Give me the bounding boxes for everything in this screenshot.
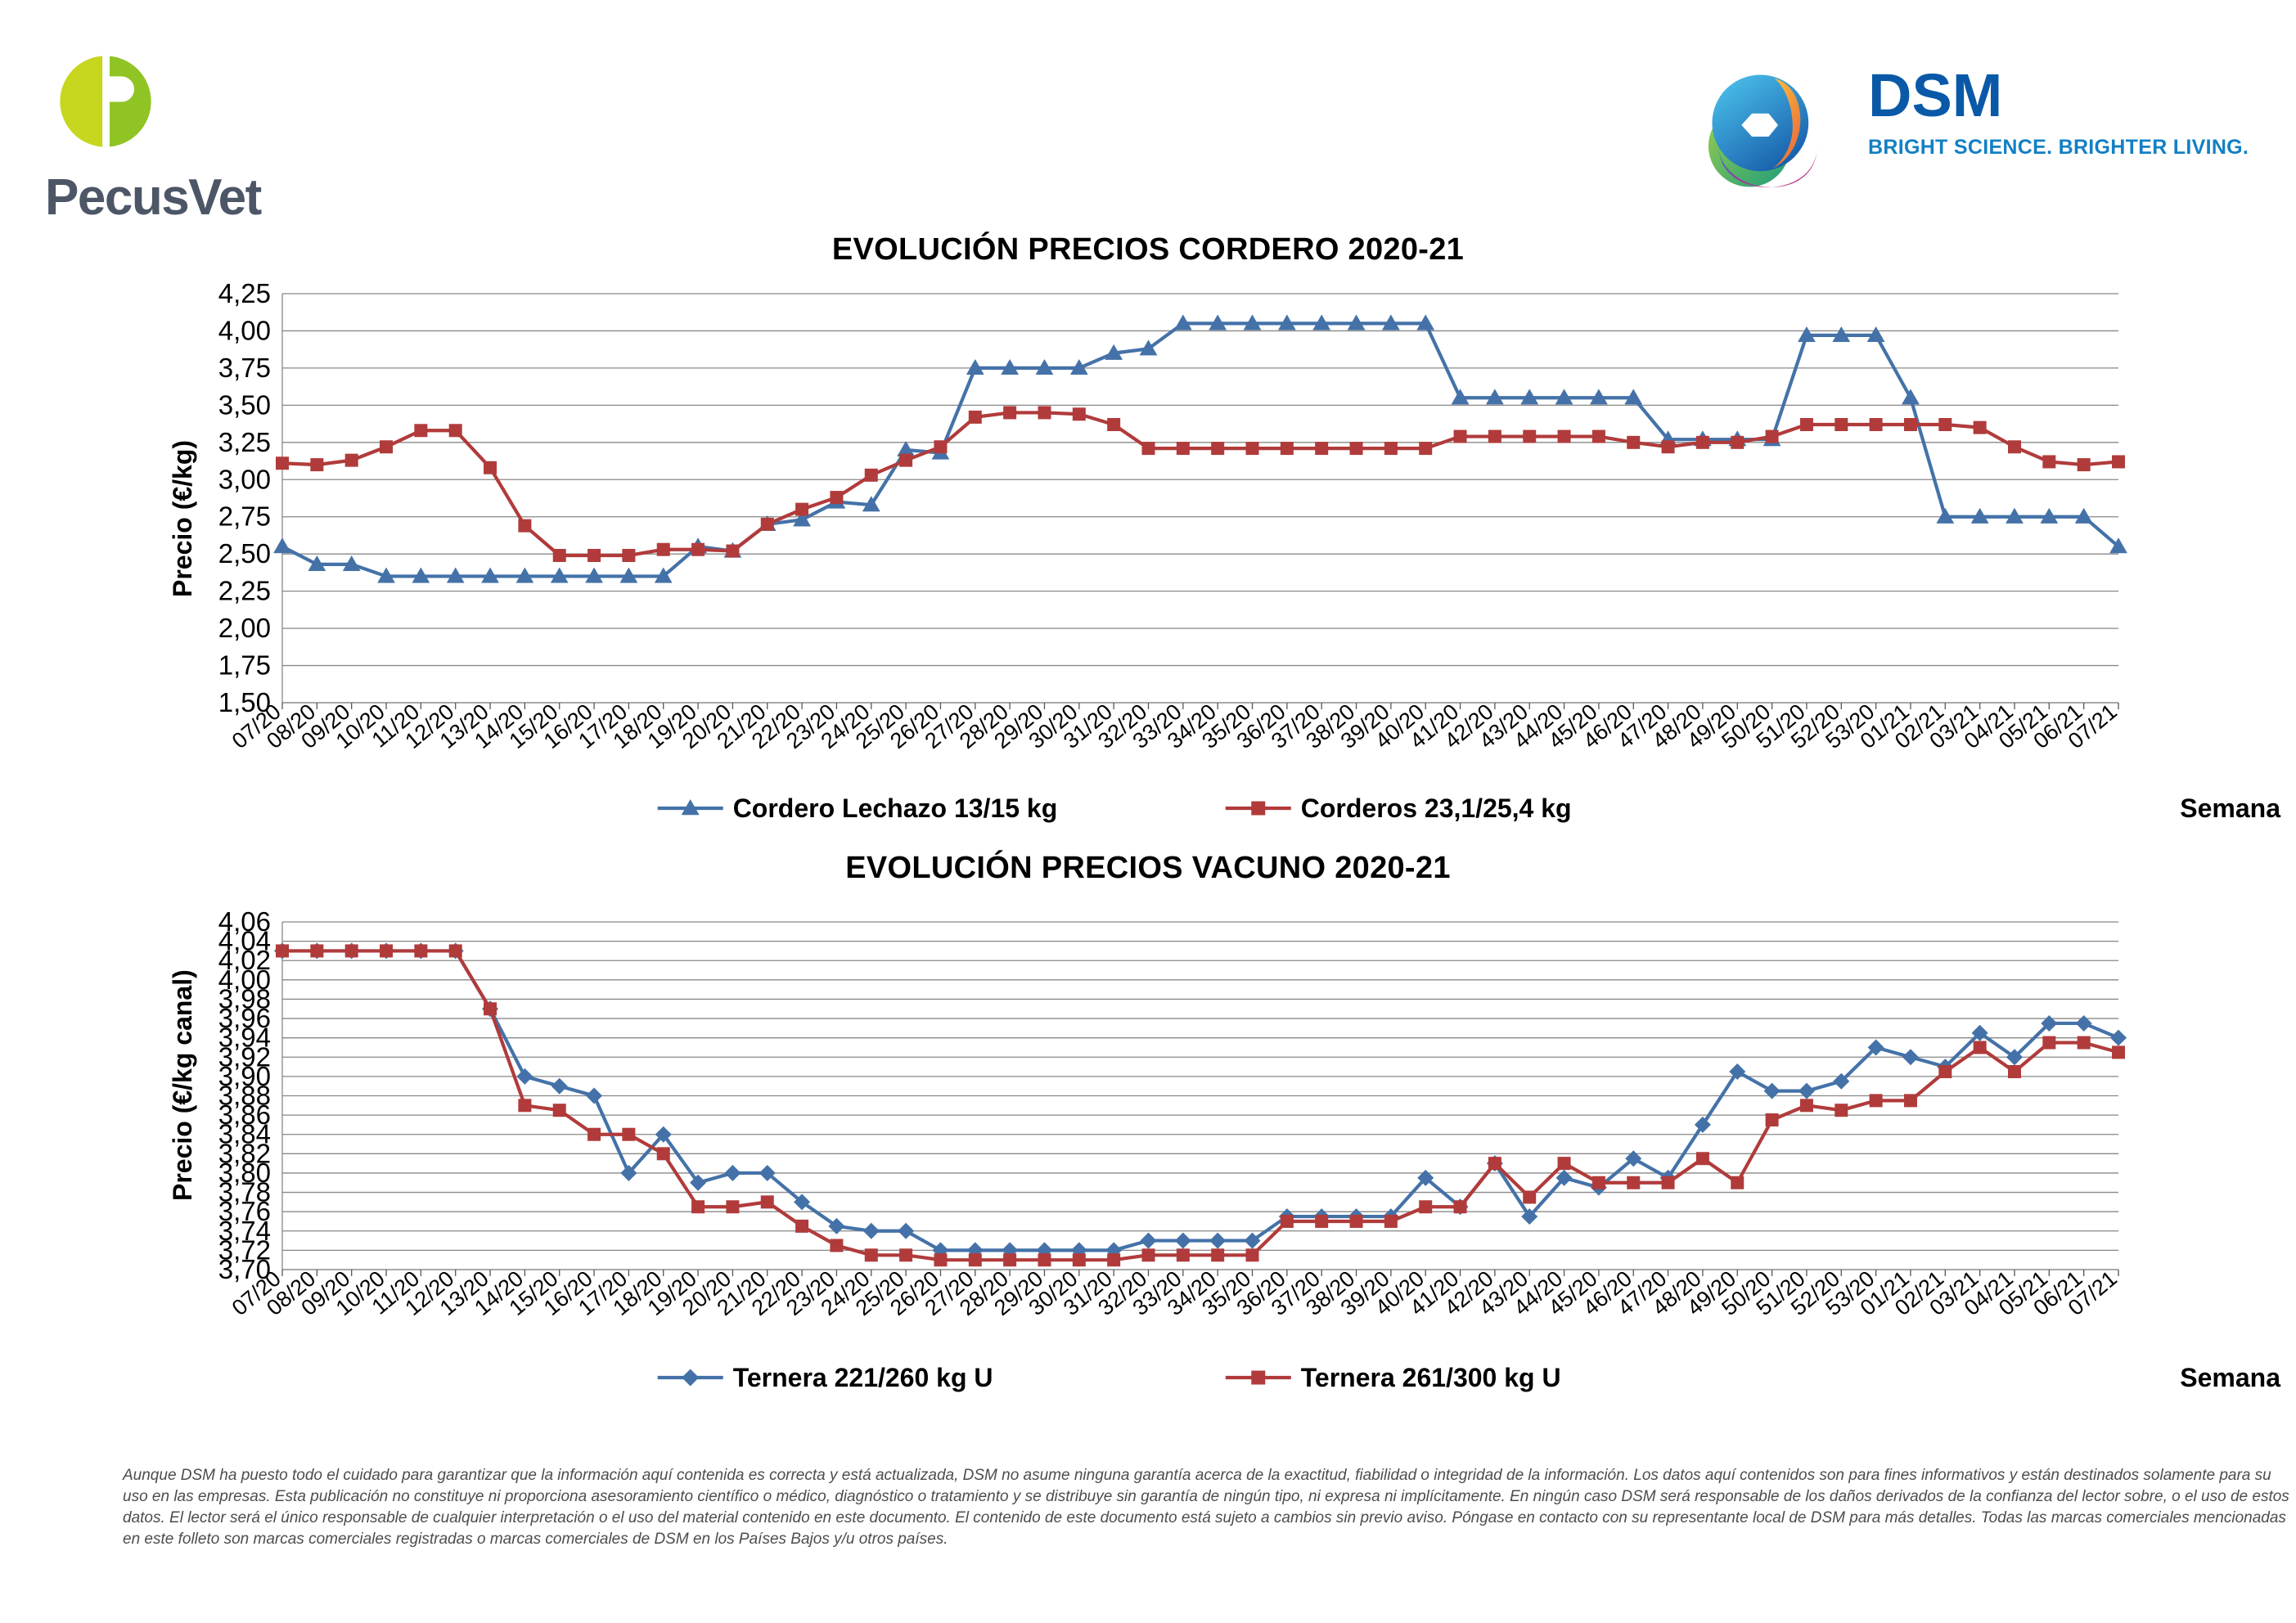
svg-text:2,25: 2,25 [218, 576, 271, 606]
svg-text:4,06: 4,06 [218, 906, 271, 937]
svg-text:2,75: 2,75 [218, 501, 271, 532]
svg-text:2,00: 2,00 [218, 613, 271, 643]
svg-text:3,50: 3,50 [218, 389, 271, 420]
svg-text:2,50: 2,50 [218, 538, 271, 569]
svg-text:3,75: 3,75 [218, 353, 271, 383]
svg-text:Semana: Semana [2180, 1363, 2280, 1392]
svg-text:Cordero Lechazo 13/15 kg: Cordero Lechazo 13/15 kg [733, 794, 1058, 823]
svg-text:3,00: 3,00 [218, 464, 271, 494]
svg-text:4,25: 4,25 [218, 278, 271, 308]
svg-text:1,75: 1,75 [218, 650, 271, 681]
svg-text:Ternera 261/300 kg U: Ternera 261/300 kg U [1301, 1363, 1561, 1392]
svg-text:Semana: Semana [2180, 794, 2280, 823]
svg-text:Ternera 221/260 kg U: Ternera 221/260 kg U [733, 1363, 993, 1392]
svg-text:4,00: 4,00 [218, 315, 271, 345]
svg-text:3,25: 3,25 [218, 427, 271, 457]
svg-text:Corderos 23,1/25,4 kg: Corderos 23,1/25,4 kg [1301, 794, 1572, 823]
